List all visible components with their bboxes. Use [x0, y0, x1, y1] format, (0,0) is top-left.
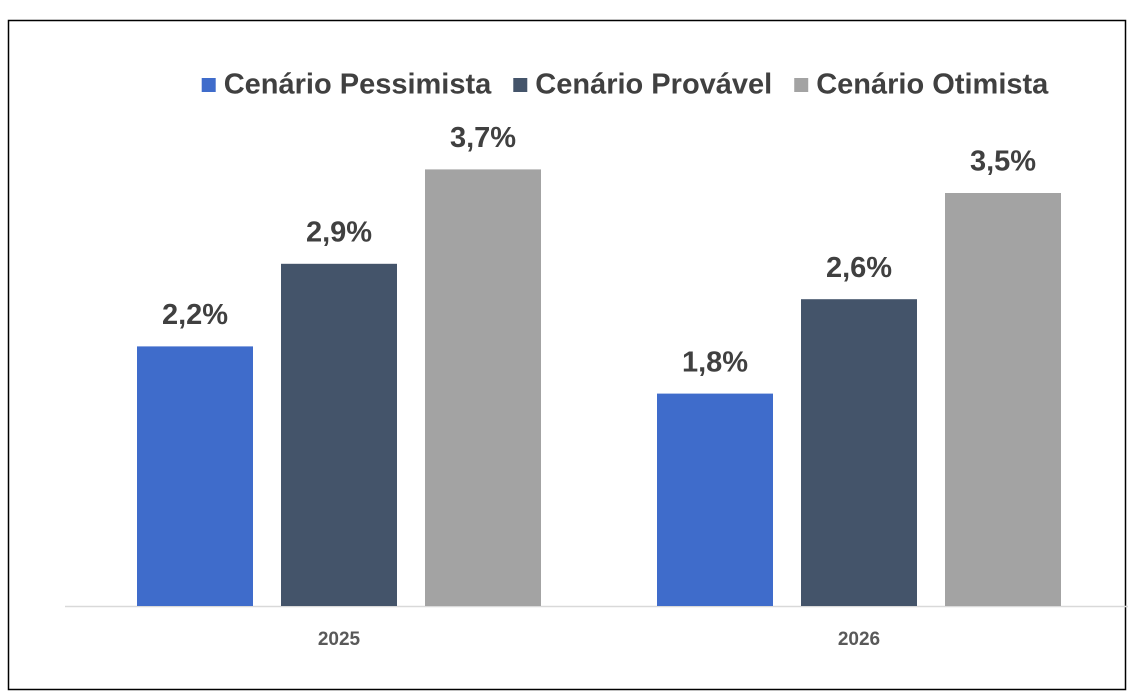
legend-label: Cenário Pessimista [224, 69, 492, 101]
legend: Cenário Pessimista Cenário Provável Cenári… [201, 69, 1049, 101]
legend-swatch [513, 78, 528, 92]
legend-label: Cenário Provável [535, 69, 772, 101]
value-label: 3,7% [450, 122, 516, 154]
bar [425, 169, 541, 606]
bar [281, 263, 397, 606]
bar [945, 193, 1061, 606]
bar [801, 299, 917, 606]
value-label: 2,2% [162, 299, 228, 331]
value-label: 2,9% [306, 216, 372, 248]
value-label: 1,8% [682, 346, 748, 378]
value-label: 2,6% [826, 252, 892, 284]
x-tick-label: 2025 [318, 629, 361, 650]
value-label: 3,5% [970, 146, 1036, 178]
bar [137, 346, 253, 606]
legend-swatch [201, 78, 216, 92]
legend-swatch [794, 78, 809, 92]
x-tick-label: 2026 [838, 629, 880, 650]
legend-label: Cenário Otimista [816, 69, 1049, 101]
bar [657, 393, 773, 606]
